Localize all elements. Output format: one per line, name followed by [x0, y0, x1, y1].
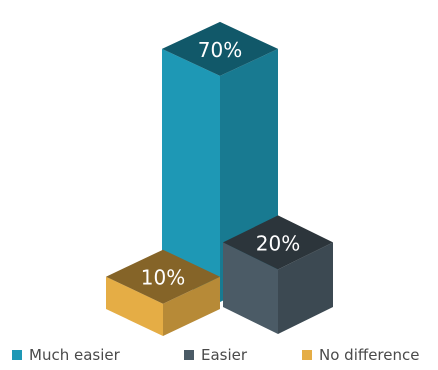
bar-easier-right-face	[278, 242, 333, 334]
bar-easier-left-face	[223, 242, 278, 334]
legend-label-no-difference: No difference	[319, 346, 420, 364]
legend: Much easier Easier No difference	[0, 344, 438, 366]
bar-no-difference-top-face	[106, 249, 220, 304]
data-label-easier: 20%	[256, 231, 300, 255]
bar-much-easier-top-face	[162, 21, 278, 76]
legend-item-easier: Easier	[184, 344, 247, 366]
legend-swatch-easier	[184, 350, 194, 360]
legend-item-no-difference: No difference	[302, 344, 419, 366]
data-label-much-easier: 70%	[198, 38, 242, 62]
data-label-no-difference: 10%	[141, 266, 185, 290]
legend-label-much-easier: Much easier	[29, 346, 120, 364]
bar-no-difference-left-face	[106, 276, 163, 336]
legend-label-easier: Easier	[201, 346, 248, 364]
legend-item-much-easier: Much easier	[12, 344, 120, 366]
bar-easier-top-face	[223, 215, 333, 270]
bar-much-easier-left-face	[162, 48, 220, 303]
legend-swatch-much-easier	[12, 350, 22, 360]
bar-no-difference-right-face	[163, 276, 220, 336]
legend-swatch-no-difference	[302, 350, 312, 360]
